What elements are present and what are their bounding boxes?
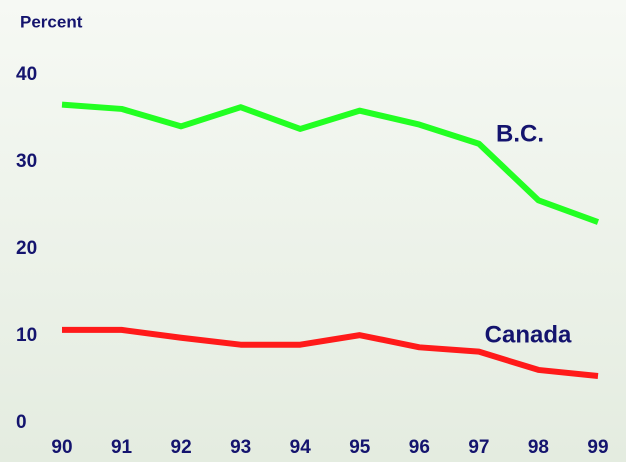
x-tick-label: 98: [528, 437, 549, 458]
y-tick-label: 30: [16, 151, 37, 172]
x-tick-label: 92: [171, 437, 192, 458]
x-tick-label: 90: [51, 437, 72, 458]
x-tick-label: 99: [587, 437, 608, 458]
y-tick-label: 20: [16, 238, 37, 259]
y-axis-label: Percent: [20, 12, 83, 31]
series-label: Canada: [485, 321, 572, 348]
series-label: B.C.: [496, 120, 544, 147]
x-tick-label: 96: [409, 437, 430, 458]
x-tick-label: 95: [349, 437, 371, 458]
x-tick-label: 91: [111, 437, 133, 458]
y-tick-label: 0: [16, 412, 27, 433]
x-tick-label: 93: [230, 437, 251, 458]
x-tick-label: 97: [468, 437, 489, 458]
series-line: [61, 101, 600, 225]
x-tick-label: 94: [290, 437, 312, 458]
series-line: [62, 326, 599, 380]
y-tick-label: 10: [16, 325, 37, 346]
y-tick-label: 40: [16, 64, 37, 85]
